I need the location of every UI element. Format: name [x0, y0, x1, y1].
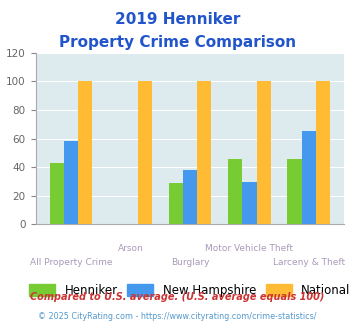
Legend: Henniker, New Hampshire, National: Henniker, New Hampshire, National — [23, 278, 355, 303]
Bar — [302, 131, 316, 224]
Bar — [183, 170, 197, 224]
Text: Arson: Arson — [118, 244, 143, 253]
Bar — [138, 82, 152, 224]
Bar — [288, 159, 302, 224]
Text: Compared to U.S. average. (U.S. average equals 100): Compared to U.S. average. (U.S. average … — [30, 292, 325, 302]
Bar — [228, 159, 242, 224]
Text: Burglary: Burglary — [171, 258, 209, 267]
Text: 2019 Henniker: 2019 Henniker — [115, 12, 240, 26]
Bar — [64, 142, 78, 224]
Bar — [169, 183, 183, 224]
Text: Motor Vehicle Theft: Motor Vehicle Theft — [206, 244, 294, 253]
Bar — [78, 82, 92, 224]
Bar — [242, 182, 257, 224]
Bar — [50, 163, 64, 224]
Bar — [197, 82, 211, 224]
Text: Larceny & Theft: Larceny & Theft — [273, 258, 345, 267]
Text: Property Crime Comparison: Property Crime Comparison — [59, 35, 296, 50]
Text: © 2025 CityRating.com - https://www.cityrating.com/crime-statistics/: © 2025 CityRating.com - https://www.city… — [38, 312, 317, 321]
Bar — [316, 82, 330, 224]
Bar — [257, 82, 271, 224]
Text: All Property Crime: All Property Crime — [30, 258, 112, 267]
